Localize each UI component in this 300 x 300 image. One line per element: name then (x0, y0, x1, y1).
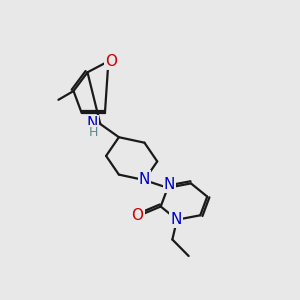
Text: O: O (105, 54, 117, 69)
Text: N: N (164, 177, 175, 192)
Text: H: H (88, 126, 98, 139)
Text: N: N (170, 212, 182, 227)
Text: O: O (131, 208, 143, 223)
Text: N: N (139, 172, 150, 187)
Text: N: N (87, 116, 98, 131)
